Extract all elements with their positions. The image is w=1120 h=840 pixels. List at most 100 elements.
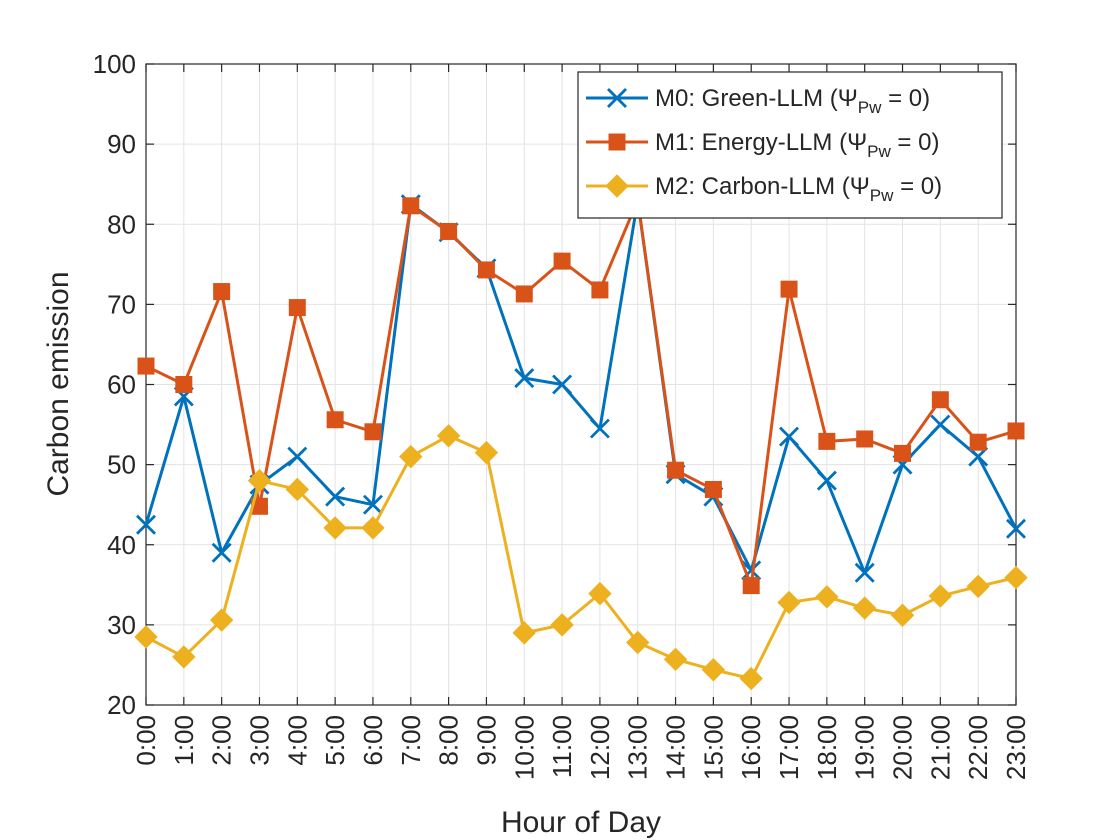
legend-label-suffix: = 0) — [893, 173, 942, 200]
legend-label: M2: Carbon-LLM (ΨPw = 0) — [655, 173, 942, 205]
legend-label: M1: Energy-LLM (ΨPw = 0) — [655, 129, 939, 161]
x-tick-label: 15:00 — [698, 715, 728, 780]
data-point — [440, 222, 458, 240]
data-point — [742, 577, 760, 595]
legend-label-name: M1: Energy-LLM ( — [655, 129, 847, 156]
data-point — [137, 357, 155, 375]
series-0 — [136, 190, 1026, 583]
data-point — [361, 516, 385, 540]
data-point — [739, 666, 763, 691]
y-tick-label: 50 — [107, 450, 136, 480]
data-point — [704, 480, 722, 498]
x-tick-label: 17:00 — [774, 715, 804, 780]
legend-entry: M1: Energy-LLM (ΨPw = 0) — [586, 129, 939, 161]
x-tick-label: 20:00 — [888, 715, 918, 780]
data-point — [364, 423, 382, 441]
data-point — [288, 299, 306, 317]
data-point — [852, 596, 877, 620]
data-point — [399, 444, 423, 469]
data-point — [285, 477, 310, 502]
data-point — [172, 645, 196, 669]
legend-box — [577, 71, 1003, 219]
data-point — [436, 424, 461, 448]
x-tick-label: 12:00 — [585, 715, 615, 780]
data-point — [966, 574, 990, 599]
data-point — [474, 440, 499, 465]
y-axis-ticks: 20 30 40 50 60 70 80 90 100 — [93, 49, 1016, 720]
y-tick-label: 100 — [93, 49, 136, 79]
data-point — [550, 613, 574, 637]
x-tick-label: 18:00 — [812, 715, 842, 780]
legend-label-symbol: Ψ — [847, 129, 867, 156]
data-point — [553, 252, 571, 270]
data-point — [134, 625, 158, 649]
data-point — [969, 433, 987, 451]
legend-label-subscript: Pw — [867, 142, 891, 161]
data-point — [667, 461, 685, 479]
x-tick-label: 10:00 — [509, 715, 539, 780]
data-point — [323, 516, 347, 540]
x-tick-label: 7:00 — [396, 715, 426, 766]
legend-label-symbol: Ψ — [838, 85, 858, 112]
data-point — [1006, 518, 1026, 539]
series-line — [144, 198, 1018, 575]
y-tick-label: 90 — [107, 129, 136, 159]
data-point — [818, 432, 836, 450]
data-point — [890, 603, 915, 627]
x-tick-label: 6:00 — [358, 715, 388, 766]
legend-entry: M0: Green-LLM (ΨPw = 0) — [586, 85, 930, 117]
data-point — [552, 374, 573, 395]
x-tick-label: 9:00 — [471, 715, 501, 766]
x-tick-label: 4:00 — [282, 715, 312, 766]
x-tick-label: 8:00 — [434, 715, 464, 766]
y-tick-label: 20 — [107, 690, 136, 720]
data-point — [854, 562, 875, 583]
data-point — [931, 391, 949, 409]
x-tick-label: 3:00 — [244, 715, 274, 766]
data-point — [894, 444, 912, 462]
data-point — [626, 630, 650, 655]
data-point — [514, 368, 535, 389]
y-tick-label: 70 — [107, 289, 136, 319]
legend-label-suffix: = 0) — [881, 85, 930, 112]
data-point — [402, 197, 420, 215]
x-tick-label: 21:00 — [925, 715, 955, 780]
data-point — [213, 283, 231, 301]
legend-entry: M2: Carbon-LLM (ΨPw = 0) — [586, 173, 942, 205]
legend-label-subscript: Pw — [858, 98, 882, 117]
data-point — [589, 418, 610, 439]
x-tick-label: 22:00 — [963, 715, 993, 780]
legend-marker — [607, 88, 627, 108]
data-point — [326, 411, 344, 429]
legend-label-symbol: Ψ — [850, 173, 870, 200]
data-point — [930, 414, 951, 435]
series-2 — [134, 424, 1028, 691]
legend-label-name: M0: Green-LLM ( — [655, 85, 838, 112]
legend-label-suffix: = 0) — [891, 129, 940, 156]
x-tick-label: 14:00 — [661, 715, 691, 780]
data-point — [815, 585, 839, 609]
x-tick-label: 19:00 — [850, 715, 880, 780]
x-tick-label: 11:00 — [547, 715, 577, 778]
x-tick-label: 2:00 — [207, 715, 237, 766]
x-tick-label: 1:00 — [169, 715, 199, 766]
series-1 — [137, 191, 1025, 595]
y-tick-label: 30 — [107, 610, 136, 640]
data-point — [816, 470, 837, 491]
data-point — [287, 446, 308, 467]
x-axis-title: Hour of Day — [501, 806, 661, 839]
x-tick-label: 5:00 — [320, 715, 350, 766]
x-tick-label: 13:00 — [623, 715, 653, 780]
legend-label: M0: Green-LLM (ΨPw = 0) — [655, 85, 930, 117]
data-point — [663, 647, 688, 672]
x-tick-label: 23:00 — [1001, 715, 1031, 780]
data-point — [209, 608, 234, 632]
data-point — [588, 581, 612, 606]
data-point — [1004, 565, 1028, 590]
data-point — [777, 590, 801, 615]
data-point — [856, 430, 874, 448]
x-tick-label: 0:00 — [131, 715, 161, 766]
data-point — [701, 658, 726, 682]
data-point — [591, 281, 609, 299]
